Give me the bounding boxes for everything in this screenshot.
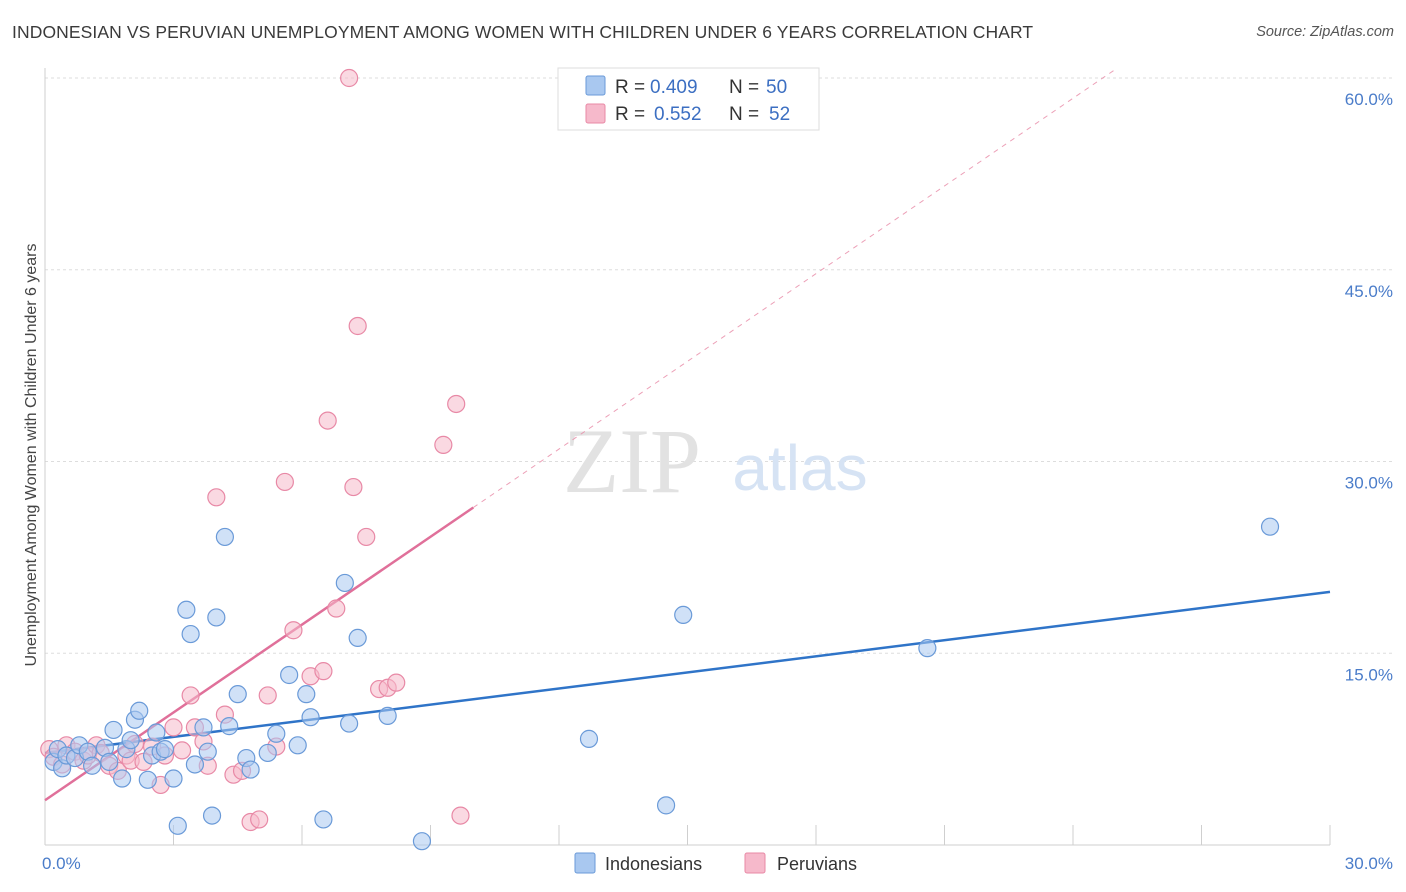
legend-n-label-2: N = xyxy=(729,104,759,125)
point-peruvians-44 xyxy=(387,673,406,692)
point-peruvians-35 xyxy=(314,662,333,681)
watermark-zip: ZIP xyxy=(563,410,701,512)
y-tick-label-45: 45.0% xyxy=(1345,282,1393,301)
point-peruvians-33 xyxy=(284,621,303,640)
y-axis-label: Unemployment Among Women with Children U… xyxy=(23,243,40,666)
point-indonesians-48 xyxy=(674,605,693,625)
point-indonesians-15 xyxy=(130,701,149,720)
series-legend-label-peruvians: Peruvians xyxy=(777,854,857,874)
legend-swatch-peruvians xyxy=(585,103,606,124)
trend-lines xyxy=(44,68,1331,802)
point-peruvians-20 xyxy=(181,686,200,705)
point-peruvians-38 xyxy=(340,68,359,88)
point-peruvians-47 xyxy=(451,806,470,825)
legend-n-value-2: 52 xyxy=(769,104,790,125)
point-indonesians-22 xyxy=(168,816,187,835)
point-indonesians-26 xyxy=(194,718,213,737)
data-points xyxy=(40,68,1280,851)
point-indonesians-51 xyxy=(1260,517,1280,536)
series-legend-swatch-peruvians xyxy=(744,852,766,874)
point-indonesians-18 xyxy=(147,723,166,742)
point-indonesians-35 xyxy=(258,743,277,763)
point-peruvians-45 xyxy=(434,435,453,454)
point-indonesians-36 xyxy=(267,724,286,743)
series-legend-swatch-indonesians xyxy=(574,852,596,874)
source-credit: Source: ZipAtlas.com xyxy=(1256,24,1394,40)
point-indonesians-24 xyxy=(181,624,200,644)
point-indonesians-9 xyxy=(100,752,119,772)
point-indonesians-13 xyxy=(121,731,140,750)
series-legend: Indonesians Peruvians xyxy=(574,852,857,874)
point-indonesians-7 xyxy=(83,756,102,775)
series-legend-label-indonesians: Indonesians xyxy=(605,854,702,874)
legend-r-value-2: 0.552 xyxy=(654,104,702,125)
point-peruvians-37 xyxy=(327,599,346,618)
point-indonesians-47 xyxy=(579,729,599,748)
point-peruvians-36 xyxy=(318,411,337,430)
point-indonesians-43 xyxy=(340,714,359,733)
point-indonesians-16 xyxy=(138,770,157,789)
legend-n-value-1: 50 xyxy=(766,77,787,98)
point-indonesians-27 xyxy=(198,742,217,761)
point-indonesians-46 xyxy=(412,832,432,851)
point-indonesians-21 xyxy=(164,769,183,788)
point-indonesians-25 xyxy=(185,755,205,774)
point-peruvians-39 xyxy=(344,477,363,497)
grid xyxy=(45,77,1395,654)
x-tick-label-min: 0.0% xyxy=(42,854,81,873)
legend-n-label-1: N = xyxy=(729,77,759,98)
point-peruvians-46 xyxy=(447,394,466,414)
x-tick-label-max: 30.0% xyxy=(1345,854,1393,873)
point-indonesians-31 xyxy=(220,717,239,736)
point-indonesians-23 xyxy=(177,600,196,619)
point-indonesians-10 xyxy=(104,720,123,740)
point-peruvians-40 xyxy=(348,316,367,336)
legend-box: R = 0.409 N = 50 R = 0.552 N = 52 xyxy=(557,67,820,131)
chart-title: INDONESIAN VS PERUVIAN UNEMPLOYMENT AMON… xyxy=(12,22,1034,42)
point-indonesians-49 xyxy=(656,796,676,815)
legend-swatch-indonesians xyxy=(585,75,606,96)
y-tick-label-60: 60.0% xyxy=(1345,90,1393,109)
y-tick-label-15: 15.0% xyxy=(1345,665,1393,684)
point-indonesians-40 xyxy=(301,708,320,727)
point-peruvians-18 xyxy=(164,718,183,737)
point-indonesians-38 xyxy=(288,736,307,755)
legend-r-label-1: R = xyxy=(615,77,645,98)
point-peruvians-41 xyxy=(357,527,376,547)
point-indonesians-41 xyxy=(314,810,333,829)
y-tick-label-30: 30.0% xyxy=(1345,474,1393,493)
point-peruvians-19 xyxy=(172,741,192,760)
legend-r-label-2: R = xyxy=(615,104,645,125)
point-indonesians-50 xyxy=(918,639,937,658)
watermark: ZIP atlas xyxy=(563,410,868,512)
point-peruvians-30 xyxy=(258,686,277,705)
point-indonesians-11 xyxy=(112,769,132,788)
point-indonesians-42 xyxy=(335,573,354,593)
point-indonesians-32 xyxy=(228,685,247,704)
point-peruvians-29 xyxy=(250,810,269,829)
point-indonesians-29 xyxy=(207,608,226,627)
point-indonesians-39 xyxy=(297,685,316,704)
watermark-atlas: atlas xyxy=(732,432,867,504)
trend-line-peruvians xyxy=(44,506,475,802)
point-indonesians-28 xyxy=(202,806,222,825)
point-peruvians-24 xyxy=(207,488,226,507)
point-indonesians-45 xyxy=(378,706,397,725)
point-indonesians-30 xyxy=(215,527,234,547)
point-indonesians-37 xyxy=(280,665,299,685)
legend-r-value-1: 0.409 xyxy=(650,77,698,98)
point-indonesians-20 xyxy=(155,740,175,759)
axes: 15.0% 30.0% 45.0% 60.0% 0.0% 30.0% xyxy=(42,68,1393,873)
point-indonesians-34 xyxy=(241,760,260,779)
point-peruvians-32 xyxy=(275,472,294,492)
point-indonesians-44 xyxy=(348,628,367,648)
trend-line-indonesians xyxy=(44,590,1331,755)
